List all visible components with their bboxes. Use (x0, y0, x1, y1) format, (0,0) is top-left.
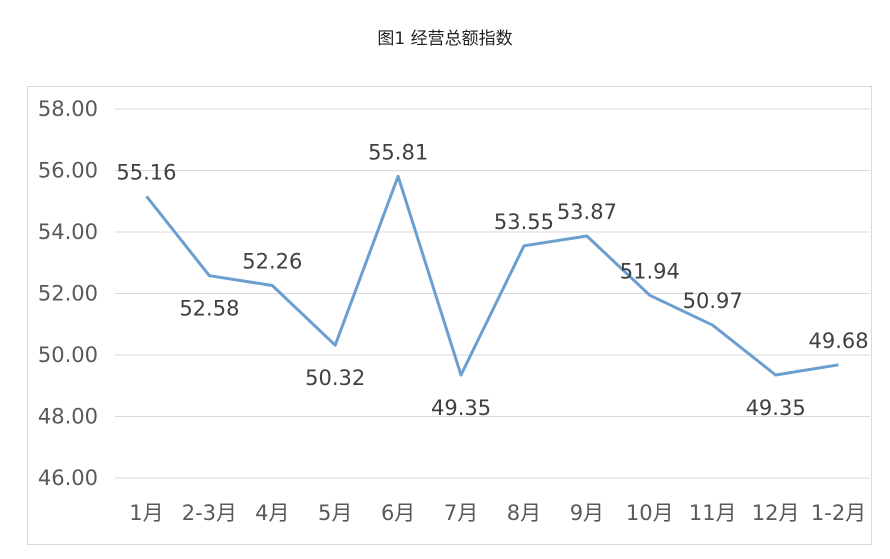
chart-frame (27, 86, 872, 545)
data-label: 53.55 (494, 210, 554, 234)
y-tick-label: 52.00 (38, 282, 98, 306)
data-label: 49.35 (746, 396, 806, 420)
data-label: 50.32 (305, 366, 365, 390)
y-tick-label: 50.00 (38, 343, 98, 367)
data-label: 55.16 (116, 160, 176, 184)
data-label: 55.81 (368, 140, 428, 164)
data-label: 49.68 (808, 329, 868, 353)
series-line (145, 174, 839, 377)
x-tick-label: 10月 (626, 501, 674, 525)
gridlines (115, 108, 870, 479)
y-axis-ticks: 46.00 48.00 50.00 52.00 54.00 56.00 58.00 (38, 97, 98, 490)
y-tick-label: 48.00 (38, 405, 98, 429)
data-label: 51.94 (620, 259, 680, 283)
x-tick-label: 12月 (752, 501, 800, 525)
x-tick-label: 5月 (318, 501, 352, 525)
series-line-group (145, 174, 839, 377)
x-tick-label: 11月 (689, 501, 737, 525)
x-tick-label: 6月 (381, 501, 415, 525)
y-tick-label: 46.00 (38, 466, 98, 490)
data-label: 49.35 (431, 396, 491, 420)
data-label: 52.58 (179, 297, 239, 321)
y-tick-label: 56.00 (38, 159, 98, 183)
x-axis-ticks: 1月 2-3月 4月 5月 6月 7月 8月 9月 10月 11月 12月 1-2月 (129, 501, 866, 525)
x-tick-label: 1-2月 (811, 501, 866, 525)
x-tick-label: 2-3月 (182, 501, 237, 525)
x-tick-label: 8月 (507, 501, 541, 525)
x-tick-label: 9月 (570, 501, 604, 525)
data-label: 53.87 (557, 200, 617, 224)
data-label: 52.26 (242, 250, 302, 274)
y-tick-label: 58.00 (38, 97, 98, 121)
data-label: 50.97 (683, 289, 743, 313)
chart-title: 图1 经营总额指数 (377, 29, 513, 49)
y-tick-label: 54.00 (38, 220, 98, 244)
x-tick-label: 1月 (129, 501, 163, 525)
x-tick-label: 7月 (444, 501, 478, 525)
x-tick-label: 4月 (255, 501, 289, 525)
